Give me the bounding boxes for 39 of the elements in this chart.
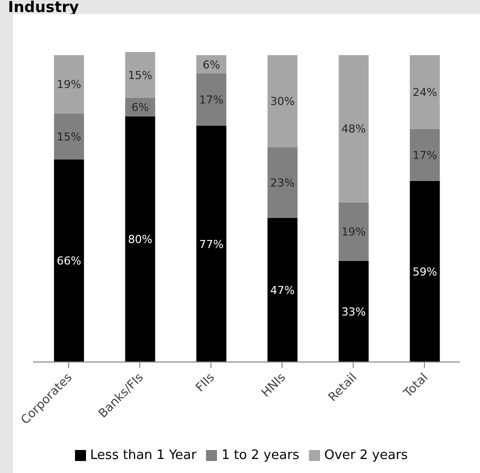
data-label: 33%: [341, 305, 366, 318]
data-label: 17%: [412, 148, 438, 162]
data-label: 66%: [56, 254, 82, 268]
bar: [410, 55, 440, 129]
bar: [410, 180, 440, 362]
data-label: 77%: [199, 238, 224, 251]
data-label: 6%: [131, 101, 149, 114]
bar: [196, 126, 226, 362]
data-label: 19%: [341, 226, 366, 239]
legend-label: 1 to 2 years: [221, 448, 300, 463]
data-label: 15%: [128, 69, 152, 82]
x-tick-label: FIIs: [192, 370, 218, 394]
bar: [410, 128, 440, 181]
bar: [125, 52, 156, 98]
legend-label: Less than 1 Year: [90, 448, 196, 463]
data-label: 30%: [270, 95, 295, 108]
bar: [125, 116, 156, 362]
data-label: 47%: [270, 284, 295, 297]
data-label: 24%: [412, 86, 438, 99]
bar: [268, 147, 298, 218]
legend-label: Over 2 years: [324, 448, 408, 463]
data-label: 6%: [202, 58, 220, 72]
bar: [268, 218, 298, 362]
bar: [54, 113, 84, 160]
data-label: 17%: [199, 94, 224, 107]
bar: [54, 159, 84, 362]
bar: [268, 55, 298, 148]
data-label: 23%: [270, 176, 295, 190]
chart-title: Industry: [8, 0, 79, 16]
bar: [196, 73, 226, 126]
bar: [338, 260, 369, 362]
bar: [54, 55, 84, 114]
bar: [338, 202, 369, 261]
data-label: 59%: [412, 265, 438, 278]
data-label: 80%: [128, 233, 152, 246]
bar: [338, 55, 369, 202]
data-label: 48%: [341, 122, 366, 136]
data-label: 15%: [56, 130, 82, 144]
data-label: 19%: [56, 78, 82, 92]
